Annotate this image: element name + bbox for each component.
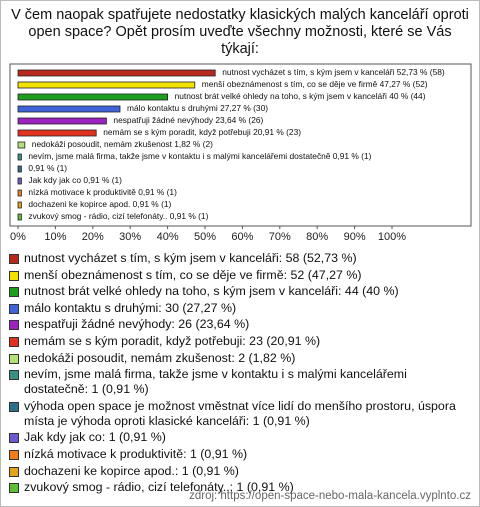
legend-label: dochazeni ke kopirce apod.: 1 (0,91 %) xyxy=(24,463,239,478)
bar xyxy=(17,213,22,221)
bar-label: Jak kdy jak co 0,91 % (1) xyxy=(28,175,122,185)
legend-item: nízká motivace k produktivitě: 1 (0,91 %… xyxy=(7,447,473,462)
bar-label: nutnost vycházet s tím, s kým jsem v kan… xyxy=(222,67,445,77)
legend-swatch xyxy=(9,433,19,444)
legend-swatch xyxy=(9,287,19,298)
legend-swatch xyxy=(9,270,19,281)
x-tick-label: 80% xyxy=(306,231,328,243)
bar xyxy=(17,153,22,161)
bar-label: zvukový smog - rádio, cizí telefonáty.. … xyxy=(28,211,208,221)
bar-label: nedokáži posoudit, nemám zkušenost 1,82 … xyxy=(32,139,213,149)
legend-item: nemám se s kým poradit, když potřebuji: … xyxy=(7,334,473,349)
x-tick-label: 10% xyxy=(44,231,66,243)
chart: 0% 10% 20% 30% 40% 50% 60% 70% 80% 90% 100% nutnost… xyxy=(9,63,472,243)
bar xyxy=(17,165,22,173)
legend-item: málo kontaktu s druhými: 30 (27,27 %) xyxy=(7,301,473,316)
legend-label: zvukový smog - rádio, cizí telefonáty..:… xyxy=(24,480,294,495)
legend-swatch xyxy=(9,483,19,494)
x-tick-label: 60% xyxy=(231,231,253,243)
legend-swatch xyxy=(9,370,19,381)
legend-swatch xyxy=(9,449,19,460)
legend-item: nutnost brát velké ohledy na toho, s kým… xyxy=(7,284,473,299)
legend-item: nespatřuji žádné nevýhody: 26 (23,64 %) xyxy=(7,317,473,332)
x-tick-label: 90% xyxy=(344,231,366,243)
bar xyxy=(17,93,169,101)
bar-label: dochazeni ke kopirce apod. 0,91 % (1) xyxy=(28,199,171,209)
legend-label: nutnost vycházet s tím, s kým jsem v kan… xyxy=(24,251,357,265)
bar xyxy=(17,117,107,125)
bar xyxy=(17,141,26,149)
bar-label: nespatřuji žádné nevýhody 23,64 % (26) xyxy=(113,115,263,125)
bar xyxy=(17,129,97,137)
legend-label: nemám se s kým poradit, když potřebuji: … xyxy=(24,333,321,348)
legend-swatch xyxy=(9,254,19,264)
legend-item: nutnost vycházet s tím, s kým jsem v kan… xyxy=(7,251,473,266)
bar-label: nemám se s kým poradit, když potřebuji 2… xyxy=(103,127,301,137)
x-tick-label: 20% xyxy=(82,231,104,243)
bar xyxy=(17,177,22,185)
bar xyxy=(17,189,22,197)
bar xyxy=(17,81,196,89)
x-tick-label: 50% xyxy=(194,231,216,243)
legend-label: nízká motivace k produktivitě: 1 (0,91 %… xyxy=(24,446,248,461)
bar-label: nutnost brát velké ohledy na toho, s kým… xyxy=(175,91,426,101)
source: zdroj: https://open-space-nebo-mala-kanc… xyxy=(189,490,471,502)
plot-frame xyxy=(9,63,472,227)
legend-label: nedokáži posoudit, nemám zkušenost: 2 (1… xyxy=(24,350,296,365)
legend: nutnost vycházet s tím, s kým jsem v kan… xyxy=(7,251,473,497)
x-tick-label: 40% xyxy=(157,231,179,243)
legend-item: nedokáži posoudit, nemám zkušenost: 2 (1… xyxy=(7,351,473,366)
legend-swatch xyxy=(9,401,19,412)
legend-label: nevím, jsme malá firma, takže jsme v kon… xyxy=(24,367,407,397)
legend-label: nutnost brát velké ohledy na toho, s kým… xyxy=(24,284,399,299)
x-tick-label: 70% xyxy=(269,231,291,243)
legend-item: výhoda open space je možnost vměstnat ví… xyxy=(7,399,473,429)
legend-swatch xyxy=(9,466,19,477)
chart-title: V čem naopak spatřujete nedostatky klasi… xyxy=(11,7,469,57)
legend-swatch xyxy=(9,303,19,314)
legend-swatch xyxy=(9,353,19,364)
legend-swatch xyxy=(9,336,19,347)
bar xyxy=(17,105,121,113)
bar xyxy=(17,69,216,77)
bar-label: nevím, jsme malá firma, takže jsme v kon… xyxy=(28,151,371,161)
x-tick-label: 30% xyxy=(119,231,141,243)
legend-label: Jak kdy jak co: 1 (0,91 %) xyxy=(24,430,166,445)
legend-label: nespatřuji žádné nevýhody: 26 (23,64 %) xyxy=(24,317,250,332)
bar-label: 0,91 % (1) xyxy=(28,163,67,173)
bar-label: nízká motivace k produktivitě 0,91 % (1) xyxy=(28,187,177,197)
legend-swatch xyxy=(9,320,19,331)
legend-item: zvukový smog - rádio, cizí telefonáty..:… xyxy=(7,480,473,495)
legend-label: menší obeznámenost s tím, co se děje ve … xyxy=(24,267,362,282)
bar-label: málo kontaktu s druhými 27,27 % (30) xyxy=(127,103,268,113)
bar xyxy=(17,201,22,209)
x-tick-label: 0% xyxy=(10,231,26,243)
bar-label: menší obeznámenost s tím, co se děje ve … xyxy=(202,79,428,89)
legend-item: nevím, jsme malá firma, takže jsme v kon… xyxy=(7,367,473,397)
legend-item: menší obeznámenost s tím, co se děje ve … xyxy=(7,268,473,283)
legend-label: málo kontaktu s druhými: 30 (27,27 %) xyxy=(24,300,237,315)
legend-label: výhoda open space je možnost vměstnat ví… xyxy=(24,398,456,428)
legend-item: dochazeni ke kopirce apod.: 1 (0,91 %) xyxy=(7,464,473,479)
x-tick-label: 100% xyxy=(378,231,406,243)
legend-item: Jak kdy jak co: 1 (0,91 %) xyxy=(7,430,473,445)
